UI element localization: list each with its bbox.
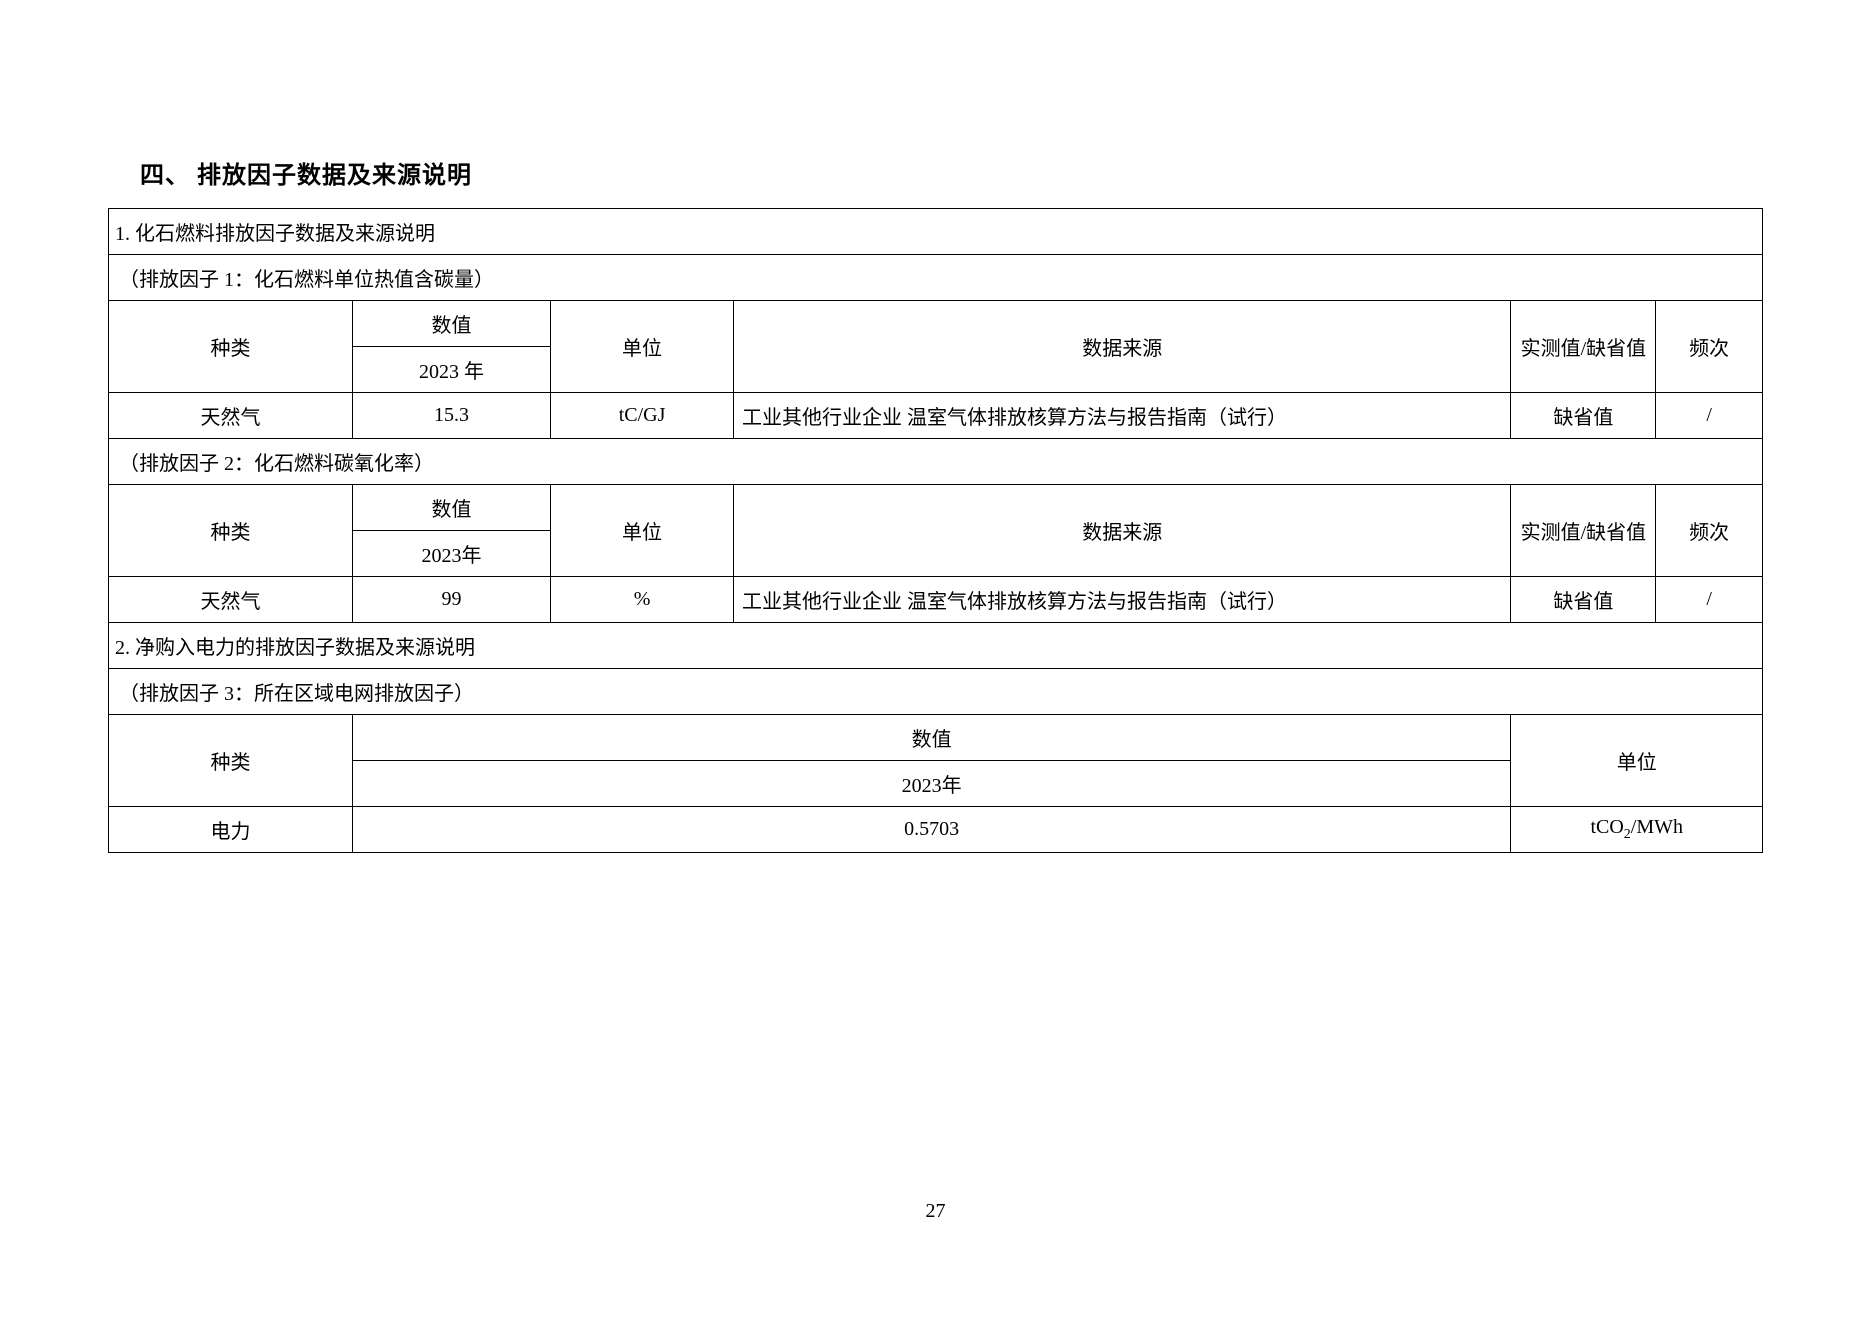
col-category3: 种类	[109, 715, 353, 807]
col-year: 2023 年	[352, 347, 550, 393]
f3-value: 0.5703	[352, 807, 1511, 853]
factor2-label-row: （排放因子 2：化石燃料碳氧化率）	[109, 439, 1763, 485]
f1-measured: 缺省值	[1511, 393, 1656, 439]
col-frequency: 频次	[1656, 301, 1763, 393]
section1-header: 1. 化石燃料排放因子数据及来源说明	[109, 209, 1763, 255]
f1-value: 15.3	[352, 393, 550, 439]
f1-unit: tC/GJ	[551, 393, 734, 439]
f2-frequency: /	[1656, 577, 1763, 623]
col-year2: 2023年	[352, 531, 550, 577]
f3-unit-suffix: /MWh	[1631, 816, 1683, 838]
f2-category: 天然气	[109, 577, 353, 623]
f1-source: 工业其他行业企业 温室气体排放核算方法与报告指南（试行）	[734, 393, 1511, 439]
col-category2: 种类	[109, 485, 353, 577]
factor2-label: （排放因子 2：化石燃料碳氧化率）	[109, 439, 1763, 485]
factor1-label-row: （排放因子 1：化石燃料单位热值含碳量）	[109, 255, 1763, 301]
f2-value: 99	[352, 577, 550, 623]
col-value2: 数值	[352, 485, 550, 531]
factor1-data-row: 天然气 15.3 tC/GJ 工业其他行业企业 温室气体排放核算方法与报告指南（…	[109, 393, 1763, 439]
col-source2: 数据来源	[734, 485, 1511, 577]
col-measured: 实测值/缺省值	[1511, 301, 1656, 393]
section1-header-row: 1. 化石燃料排放因子数据及来源说明	[109, 209, 1763, 255]
col-year3: 2023年	[352, 761, 1511, 807]
f2-unit: %	[551, 577, 734, 623]
factor1-header-row1: 种类 数值 单位 数据来源 实测值/缺省值 频次	[109, 301, 1763, 347]
factor3-header-row1: 种类 数值 单位	[109, 715, 1763, 761]
section2-header: 2. 净购入电力的排放因子数据及来源说明	[109, 623, 1763, 669]
page-number: 27	[0, 1200, 1871, 1223]
factor3-label: （排放因子 3：所在区域电网排放因子）	[109, 669, 1763, 715]
factor1-label: （排放因子 1：化石燃料单位热值含碳量）	[109, 255, 1763, 301]
col-value: 数值	[352, 301, 550, 347]
section-title: 四、 排放因子数据及来源说明	[140, 155, 1763, 190]
col-value3: 数值	[352, 715, 1511, 761]
emission-factor-table: 1. 化石燃料排放因子数据及来源说明 （排放因子 1：化石燃料单位热值含碳量） …	[108, 208, 1763, 853]
col-unit3: 单位	[1511, 715, 1763, 807]
f1-category: 天然气	[109, 393, 353, 439]
col-unit2: 单位	[551, 485, 734, 577]
col-frequency2: 频次	[1656, 485, 1763, 577]
f3-unit-prefix: tCO	[1590, 816, 1623, 838]
f3-category: 电力	[109, 807, 353, 853]
col-unit: 单位	[551, 301, 734, 393]
f2-measured: 缺省值	[1511, 577, 1656, 623]
col-category: 种类	[109, 301, 353, 393]
col-source: 数据来源	[734, 301, 1511, 393]
f3-unit: tCO2/MWh	[1511, 807, 1763, 853]
section2-header-row: 2. 净购入电力的排放因子数据及来源说明	[109, 623, 1763, 669]
factor3-data-row: 电力 0.5703 tCO2/MWh	[109, 807, 1763, 853]
factor3-label-row: （排放因子 3：所在区域电网排放因子）	[109, 669, 1763, 715]
f2-source: 工业其他行业企业 温室气体排放核算方法与报告指南（试行）	[734, 577, 1511, 623]
f1-frequency: /	[1656, 393, 1763, 439]
col-measured2: 实测值/缺省值	[1511, 485, 1656, 577]
f3-unit-sub: 2	[1624, 827, 1631, 842]
factor2-data-row: 天然气 99 % 工业其他行业企业 温室气体排放核算方法与报告指南（试行） 缺省…	[109, 577, 1763, 623]
factor2-header-row1: 种类 数值 单位 数据来源 实测值/缺省值 频次	[109, 485, 1763, 531]
